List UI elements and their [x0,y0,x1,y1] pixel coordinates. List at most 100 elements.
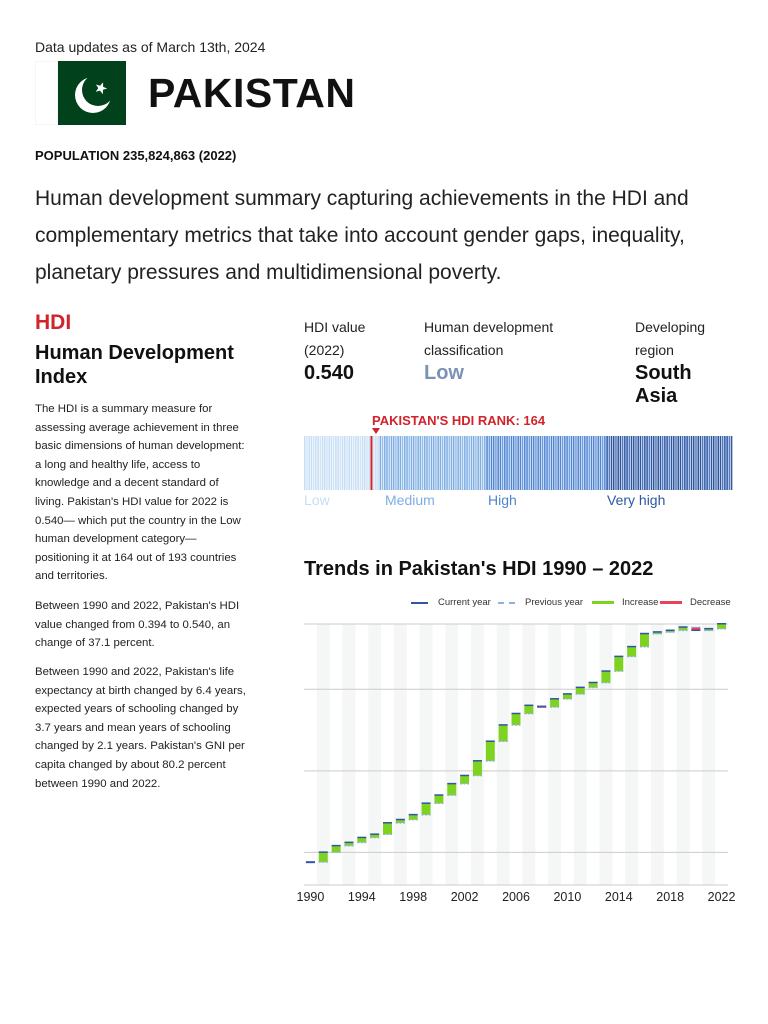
rank-stripe [615,436,617,490]
pakistan-rank-line [370,436,373,490]
hdi-bar-1991 [318,852,328,863]
rank-stripe [568,436,571,490]
legend-label: Increase [622,597,659,608]
rank-stripe [344,436,346,490]
hdi-bar-1993 [344,842,354,846]
chart-stripe [496,624,510,885]
current-year-mark [717,623,727,625]
hdi-bar-2001 [447,783,457,796]
rank-stripe [612,436,615,490]
rank-stripe [652,436,655,490]
rank-stripe [432,436,435,490]
rank-stripe [528,436,531,490]
rank-stripe [504,436,506,490]
rank-stripe [650,436,653,490]
chart-stripe [676,624,690,885]
rank-stripe [606,436,608,490]
region-label-2: region [635,342,674,358]
rank-stripe [392,436,395,490]
rank-stripe [595,436,597,490]
rank-stripe [644,436,646,490]
rank-stripe [530,436,533,490]
rank-stripe [592,436,595,490]
current-year-mark [511,712,521,715]
rank-stripe [708,436,711,490]
rank-stripe [704,436,706,490]
rank-stripe [726,436,728,490]
current-year-mark [498,724,508,726]
rank-stripe [572,436,575,490]
rank-stripe [601,436,604,490]
rank-stripe [624,436,626,490]
rank-stripe [421,436,424,490]
current-year-mark [678,626,688,628]
rank-stripe [506,436,508,490]
classification-value: Low [424,362,464,384]
rank-stripe [566,436,568,490]
rank-stripe [712,436,715,490]
rank-stripe [719,436,722,490]
rank-stripe [730,436,733,490]
rank-stripe [577,436,579,490]
current-year-mark [588,681,598,684]
rank-stripe [410,436,413,490]
classification-label-2: classification [424,342,504,358]
rank-stripe [419,436,422,490]
current-year-mark [357,836,367,839]
rank-stripe [575,436,577,490]
hdi-bar-2013 [601,671,611,683]
legend-decrease: Decrease [660,597,731,608]
current-year-mark [537,706,547,708]
rank-stripe [686,436,688,490]
rank-stripe [461,436,464,490]
summary-text: Human development summary capturing achi… [35,187,689,284]
rank-stripe [330,436,333,490]
hdi-bar-2011 [575,687,585,695]
rank-stripe [648,436,651,490]
current-year-mark [447,782,457,785]
hdi-bar-2015 [627,646,637,657]
current-year-mark [408,813,418,816]
rank-stripe [468,436,471,490]
rank-stripe [321,436,324,490]
chart-stripe [471,624,484,885]
rank-stripe [346,436,348,490]
rank-stripe [446,436,448,490]
rank-stripe [579,436,582,490]
legend-label: Previous year [525,597,584,608]
rank-stripe [395,436,397,490]
rank-stripe [724,436,726,490]
rank-stripe [470,436,473,490]
chart-stripe [702,624,716,885]
rank-stripe [590,436,593,490]
x-tick-label: 2018 [656,890,684,904]
rank-stripe [332,436,335,490]
rank-stripe [608,436,611,490]
hdi-bar-1997 [395,819,405,824]
rank-stripe [552,436,555,490]
rank-stripe [537,436,539,490]
rank-stripe [675,436,677,490]
rank-stripe [397,436,399,490]
rank-stripe [626,436,628,490]
hdi-bar-2017 [652,632,662,635]
chart-stripe [650,624,664,885]
legend-label: Current year [438,597,491,608]
rank-stripe [721,436,724,490]
legend-current-year: Current year [411,597,491,608]
hdi-rank-label: PAKISTAN'S HDI RANK: 164 [372,413,546,428]
current-year-mark [562,693,572,695]
hdi-tag: HDI [35,311,72,334]
rank-stripe [546,436,548,490]
hdi-bar-2022 [717,624,727,629]
rank-stripe [690,436,693,490]
rank-stripe [681,436,684,490]
rank-stripe [412,436,415,490]
current-year-mark [421,802,431,804]
rank-stripe [457,436,459,490]
rank-stripe [559,436,562,490]
rank-stripe [379,436,382,490]
x-tick-label: 2014 [605,890,633,904]
hdi-value-year: (2022) [304,342,345,358]
rank-stripe [384,436,386,490]
